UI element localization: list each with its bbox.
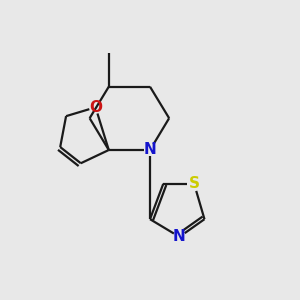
- Text: N: N: [173, 230, 186, 244]
- Text: N: N: [144, 142, 156, 158]
- Text: S: S: [189, 176, 200, 191]
- Text: O: O: [89, 100, 102, 115]
